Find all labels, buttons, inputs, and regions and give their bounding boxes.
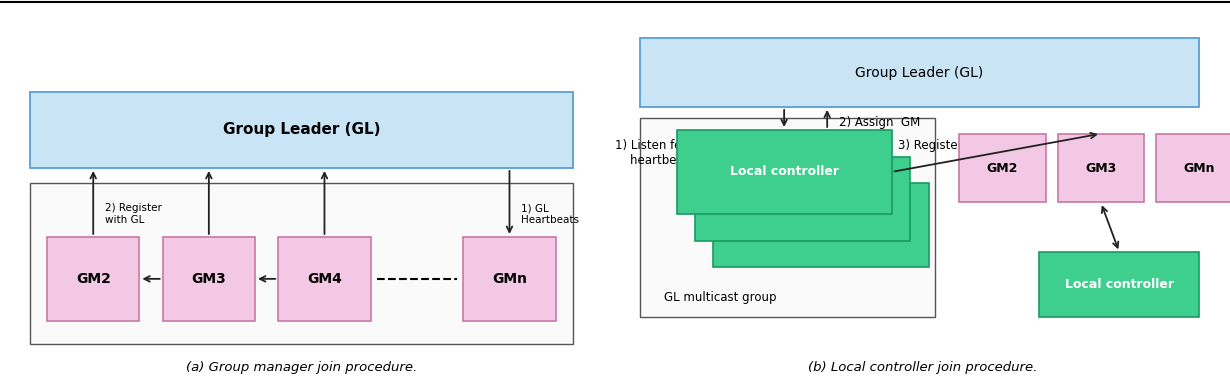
Text: Group Leader (GL): Group Leader (GL) bbox=[223, 122, 380, 138]
Text: (a) Group manager join procedure.: (a) Group manager join procedure. bbox=[186, 361, 417, 374]
Text: GM4: GM4 bbox=[308, 272, 342, 286]
Text: 1) Listen for GL
    heartbeats: 1) Listen for GL heartbeats bbox=[615, 139, 706, 167]
Bar bbox=[640, 38, 1199, 107]
Text: GMn: GMn bbox=[492, 272, 526, 286]
Text: (b) Local controller join procedure.: (b) Local controller join procedure. bbox=[808, 361, 1037, 374]
Bar bbox=[640, 118, 935, 317]
Bar bbox=[30, 183, 573, 344]
Bar bbox=[1058, 134, 1144, 202]
Text: GL multicast group: GL multicast group bbox=[664, 291, 776, 304]
Text: Local controller: Local controller bbox=[1065, 278, 1173, 291]
Text: GM3: GM3 bbox=[192, 272, 226, 286]
Bar bbox=[30, 92, 573, 168]
Text: GMn: GMn bbox=[1183, 162, 1215, 175]
Text: Group Leader (GL): Group Leader (GL) bbox=[855, 66, 984, 79]
Bar bbox=[713, 183, 929, 267]
Text: 2) Assign  GM: 2) Assign GM bbox=[839, 116, 921, 129]
Bar bbox=[1156, 134, 1230, 202]
Bar bbox=[959, 134, 1046, 202]
Bar bbox=[464, 237, 556, 321]
Text: 2) Register
with GL: 2) Register with GL bbox=[105, 203, 161, 225]
Text: 3) Register with GM: 3) Register with GM bbox=[898, 139, 1015, 152]
Bar bbox=[695, 157, 910, 241]
Bar bbox=[1039, 252, 1199, 317]
Bar bbox=[162, 237, 255, 321]
Bar bbox=[47, 237, 139, 321]
Text: Local controller: Local controller bbox=[729, 165, 839, 178]
Text: GM3: GM3 bbox=[1085, 162, 1117, 175]
Text: 1) GL
Heartbeats: 1) GL Heartbeats bbox=[522, 203, 579, 225]
Bar bbox=[278, 237, 370, 321]
Bar bbox=[676, 130, 892, 214]
Text: GM2: GM2 bbox=[76, 272, 111, 286]
Text: GM2: GM2 bbox=[986, 162, 1018, 175]
